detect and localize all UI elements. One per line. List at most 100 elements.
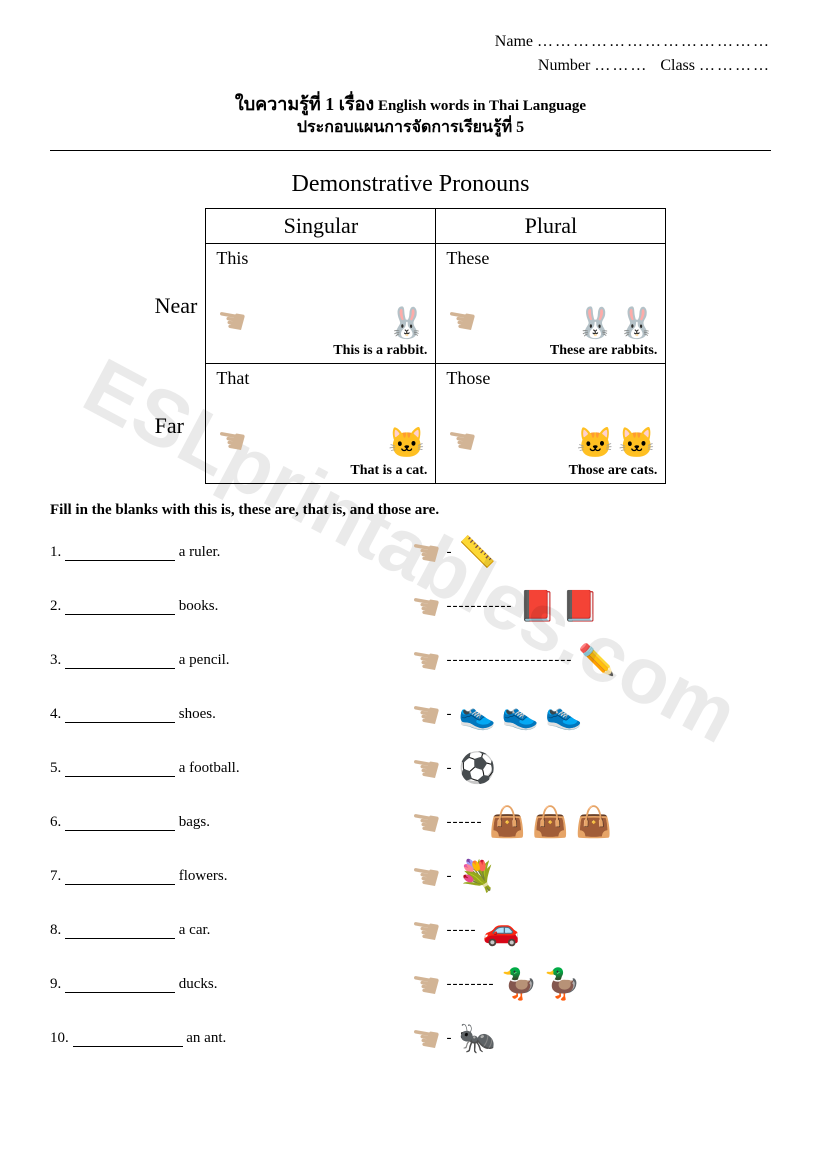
- object-icon: ⚽: [458, 751, 495, 786]
- blank-line[interactable]: [65, 830, 175, 831]
- distance-dashes: -: [446, 706, 452, 723]
- object-icon: 👜: [488, 805, 525, 840]
- object-icon: 🦆: [544, 967, 581, 1002]
- question-suffix: a pencil.: [175, 652, 230, 668]
- word-this: This: [216, 248, 425, 269]
- rabbit-icon: 🐰: [577, 306, 614, 341]
- pointing-hand-icon: ☛: [213, 418, 250, 463]
- blank-line[interactable]: [65, 722, 175, 723]
- question-text: 3. a pencil.: [50, 652, 410, 669]
- question-text: 8. a car.: [50, 922, 410, 939]
- pointing-hand-icon: ☛: [407, 854, 444, 899]
- title-thai-1: ใบความรู้ที่ 1 เรื่อง: [235, 94, 374, 114]
- instructions: Fill in the blanks with this is, these a…: [50, 502, 771, 519]
- question-visual: ☛-----------📕📕: [410, 587, 599, 627]
- question-row: 4. shoes.☛-👟👟👟: [50, 695, 771, 735]
- question-row: 10. an ant.☛-🐜: [50, 1019, 771, 1059]
- question-text: 6. bags.: [50, 814, 410, 831]
- pointing-hand-icon: ☛: [407, 1016, 444, 1061]
- distance-dashes: ------: [446, 814, 482, 831]
- question-number: 8.: [50, 922, 65, 938]
- object-icon: 👜: [532, 805, 569, 840]
- object-icon: 👜: [575, 805, 612, 840]
- question-visual: ☛-💐: [410, 857, 496, 897]
- question-number: 1.: [50, 544, 65, 560]
- question-row: 8. a car.☛-----🚗: [50, 911, 771, 951]
- pointing-hand-icon: ☛: [407, 800, 444, 845]
- cell-those: Those ☛ 🐱 🐱 Those are cats.: [436, 363, 666, 483]
- divider: [50, 150, 771, 151]
- question-row: 6. bags.☛------👜👜👜: [50, 803, 771, 843]
- blank-line[interactable]: [65, 668, 175, 669]
- question-row: 1. a ruler.☛-📏: [50, 533, 771, 573]
- pointing-hand-icon: ☛: [407, 692, 444, 737]
- object-icon: 📏: [458, 535, 495, 570]
- question-row: 2. books.☛-----------📕📕: [50, 587, 771, 627]
- question-suffix: a football.: [175, 760, 240, 776]
- pointing-hand-icon: ☛: [407, 638, 444, 683]
- blank-line[interactable]: [73, 1046, 183, 1047]
- row-label-far: Far: [155, 366, 198, 486]
- question-number: 10.: [50, 1030, 73, 1046]
- question-suffix: ducks.: [175, 976, 218, 992]
- col-singular: Singular: [206, 208, 436, 243]
- sentence-that: That is a cat.: [350, 463, 427, 479]
- sentence-those: Those are cats.: [569, 463, 658, 479]
- title-eng: English words in Thai Language: [374, 98, 586, 114]
- question-text: 10. an ant.: [50, 1030, 410, 1047]
- question-number: 6.: [50, 814, 65, 830]
- question-text: 1. a ruler.: [50, 544, 410, 561]
- sentence-this: This is a rabbit.: [333, 343, 427, 359]
- object-icon: ✏️: [578, 643, 615, 678]
- pointing-hand-icon: ☛: [443, 418, 480, 463]
- rabbit-icon: 🐰: [618, 306, 655, 341]
- object-icon: 📕: [562, 589, 599, 624]
- question-number: 9.: [50, 976, 65, 992]
- pointing-hand-icon: ☛: [213, 298, 250, 343]
- object-icon: 👟: [545, 697, 582, 732]
- number-label: Number: [538, 57, 590, 74]
- object-icon: 🚗: [482, 913, 519, 948]
- question-visual: ☛-👟👟👟: [410, 695, 583, 735]
- pronoun-table: Singular Plural This ☛ 🐰 This is a rabbi…: [205, 208, 666, 484]
- section-title: Demonstrative Pronouns: [50, 171, 771, 198]
- question-text: 2. books.: [50, 598, 410, 615]
- pointing-hand-icon: ☛: [407, 962, 444, 1007]
- pointing-hand-icon: ☛: [443, 298, 480, 343]
- pointing-hand-icon: ☛: [407, 746, 444, 791]
- blank-line[interactable]: [65, 938, 175, 939]
- blank-line[interactable]: [65, 884, 175, 885]
- blank-line[interactable]: [65, 614, 175, 615]
- blank-line[interactable]: [65, 992, 175, 993]
- question-row: 3. a pencil.☛---------------------✏️: [50, 641, 771, 681]
- title-line-2: ประกอบแผนการจัดการเรียนรู้ที่ 5: [50, 117, 771, 139]
- distance-dashes: --------: [446, 976, 494, 993]
- cell-these: These ☛ 🐰 🐰 These are rabbits.: [436, 243, 666, 363]
- question-suffix: shoes.: [175, 706, 216, 722]
- object-icon: 💐: [458, 859, 495, 894]
- question-row: 7. flowers.☛-💐: [50, 857, 771, 897]
- question-number: 2.: [50, 598, 65, 614]
- blank-line[interactable]: [65, 776, 175, 777]
- blank-line[interactable]: [65, 560, 175, 561]
- name-dots: …………………………………: [537, 33, 771, 50]
- pointing-hand-icon: ☛: [407, 530, 444, 575]
- object-icon: 🦆: [500, 967, 537, 1002]
- col-plural: Plural: [436, 208, 666, 243]
- row-label-near: Near: [155, 246, 198, 366]
- question-visual: ☛-----🚗: [410, 911, 520, 951]
- question-text: 9. ducks.: [50, 976, 410, 993]
- object-icon: 👟: [458, 697, 495, 732]
- question-number: 4.: [50, 706, 65, 722]
- question-number: 5.: [50, 760, 65, 776]
- question-text: 4. shoes.: [50, 706, 410, 723]
- word-those: Those: [446, 368, 655, 389]
- object-icon: 📕: [518, 589, 555, 624]
- distance-dashes: -: [446, 1030, 452, 1047]
- question-suffix: a car.: [175, 922, 210, 938]
- class-label: Class: [660, 57, 695, 74]
- distance-dashes: -----------: [446, 598, 512, 615]
- question-number: 7.: [50, 868, 65, 884]
- number-dots: ………: [594, 57, 648, 74]
- word-that: That: [216, 368, 425, 389]
